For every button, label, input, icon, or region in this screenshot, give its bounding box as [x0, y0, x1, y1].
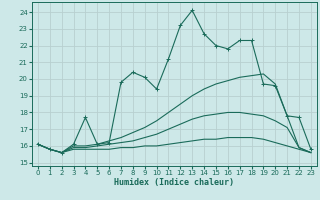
X-axis label: Humidex (Indice chaleur): Humidex (Indice chaleur): [115, 178, 234, 187]
